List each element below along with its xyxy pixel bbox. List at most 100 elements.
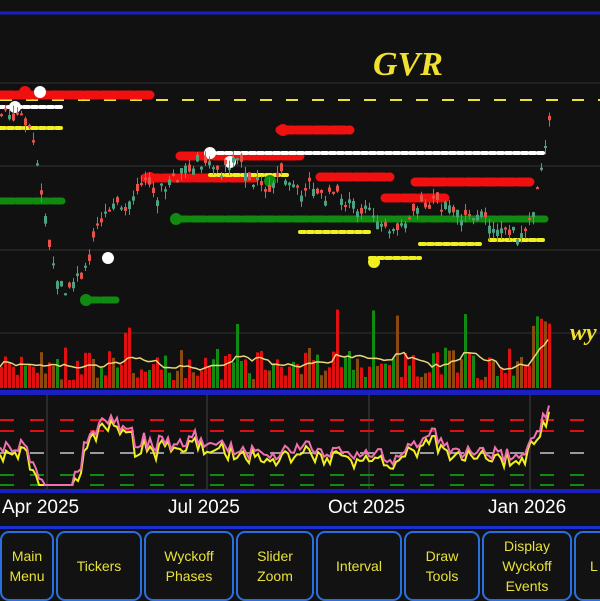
candle-body bbox=[124, 207, 127, 211]
volume-bar bbox=[500, 367, 503, 388]
candle-body bbox=[544, 146, 547, 149]
volume-bar bbox=[148, 369, 151, 388]
candle-body bbox=[180, 168, 183, 174]
candle-body bbox=[64, 293, 67, 296]
candle-body bbox=[220, 175, 223, 178]
candle-body bbox=[396, 223, 399, 231]
candle-body bbox=[100, 218, 103, 223]
volume-bar bbox=[320, 375, 323, 388]
candle-body bbox=[80, 272, 83, 279]
price-chart[interactable]: GVR wy bbox=[0, 0, 600, 526]
candle-body bbox=[116, 197, 119, 203]
candle-body bbox=[516, 239, 519, 245]
candle-body bbox=[308, 177, 311, 182]
candle-body bbox=[128, 201, 131, 210]
oscillator-slow-line bbox=[0, 411, 550, 486]
candle-body bbox=[212, 167, 215, 170]
candle-body bbox=[232, 157, 235, 163]
volume-bar bbox=[260, 350, 263, 388]
volume-bar bbox=[252, 379, 255, 388]
event-marker bbox=[102, 252, 114, 264]
candle-body bbox=[184, 165, 187, 174]
volume-bar bbox=[476, 378, 479, 388]
event-marker bbox=[170, 213, 182, 225]
volume-bar bbox=[448, 350, 451, 388]
volume-bar bbox=[216, 348, 219, 388]
volume-bar bbox=[204, 357, 207, 388]
volume-bar bbox=[548, 323, 551, 388]
candle-body bbox=[296, 185, 299, 188]
volume-bar bbox=[136, 377, 139, 388]
event-marker bbox=[80, 294, 92, 306]
candle-body bbox=[272, 183, 275, 188]
volume-bar bbox=[192, 372, 195, 388]
candle-body bbox=[204, 156, 207, 164]
candle-body bbox=[340, 198, 343, 205]
volume-bar bbox=[92, 358, 95, 388]
volume-bar bbox=[288, 366, 291, 388]
volume-bar bbox=[484, 376, 487, 388]
volume-bar bbox=[368, 366, 371, 388]
candle-body bbox=[96, 223, 99, 226]
volume-bar bbox=[180, 350, 183, 388]
volume-bar bbox=[364, 377, 367, 388]
volume-bar bbox=[376, 365, 379, 388]
candle-body bbox=[164, 189, 167, 192]
candle-body bbox=[536, 187, 539, 190]
candle-body bbox=[208, 161, 211, 166]
volume-bar bbox=[352, 369, 355, 388]
candle-body bbox=[428, 204, 431, 209]
event-marker bbox=[9, 101, 21, 113]
slider-zoom-button[interactable]: Slider Zoom bbox=[236, 531, 314, 601]
wyckoff-phases-button[interactable]: Wyckoff Phases bbox=[144, 531, 234, 601]
candle-body bbox=[148, 177, 151, 185]
volume-bar bbox=[464, 314, 467, 388]
candle-body bbox=[400, 223, 403, 226]
candle-body bbox=[92, 231, 95, 238]
volume-bar bbox=[68, 379, 71, 388]
candle-body bbox=[416, 208, 419, 214]
candle-body bbox=[84, 265, 87, 268]
volume-bar bbox=[512, 375, 515, 388]
candle-body bbox=[68, 282, 71, 288]
volume-bar bbox=[188, 359, 191, 388]
candle-body bbox=[524, 228, 527, 232]
volume-bar bbox=[324, 370, 327, 388]
candle-body bbox=[352, 201, 355, 209]
volume-bar bbox=[224, 356, 227, 388]
candle-body bbox=[456, 209, 459, 218]
volume-bar bbox=[20, 356, 23, 388]
candle-body bbox=[216, 165, 219, 170]
volume-bar bbox=[428, 372, 431, 388]
volume-bar bbox=[292, 361, 295, 388]
candle-body bbox=[508, 229, 511, 235]
candle-body bbox=[496, 229, 499, 236]
candle-body bbox=[448, 205, 451, 213]
volume-bar bbox=[272, 363, 275, 388]
candle-body bbox=[480, 211, 483, 217]
volume-bar bbox=[116, 367, 119, 388]
candle-body bbox=[484, 212, 487, 218]
volume-bar bbox=[332, 351, 335, 388]
main-menu-button[interactable]: Main Menu bbox=[0, 531, 54, 601]
candle-body bbox=[112, 203, 115, 209]
candle-body bbox=[356, 211, 359, 218]
candle-body bbox=[284, 180, 287, 185]
candle-body bbox=[132, 196, 135, 201]
interval-button[interactable]: Interval bbox=[316, 531, 402, 601]
volume-bar bbox=[520, 357, 523, 388]
volume-bar bbox=[444, 347, 447, 388]
tickers-button[interactable]: Tickers bbox=[56, 531, 142, 601]
candle-body bbox=[152, 187, 155, 194]
candle-body bbox=[412, 203, 415, 211]
volume-bar bbox=[176, 370, 179, 388]
volume-bar bbox=[540, 318, 543, 388]
volume-bar bbox=[296, 364, 299, 388]
draw-tools-button[interactable]: Draw Tools bbox=[404, 531, 480, 601]
volume-bar bbox=[356, 358, 359, 388]
display-wyckoff-events-button[interactable]: Display Wyckoff Events bbox=[482, 531, 572, 601]
more-button[interactable]: L bbox=[574, 531, 600, 601]
volume-bar bbox=[316, 354, 319, 388]
x-tick-label: Apr 2025 bbox=[2, 497, 80, 518]
candle-body bbox=[288, 182, 291, 186]
